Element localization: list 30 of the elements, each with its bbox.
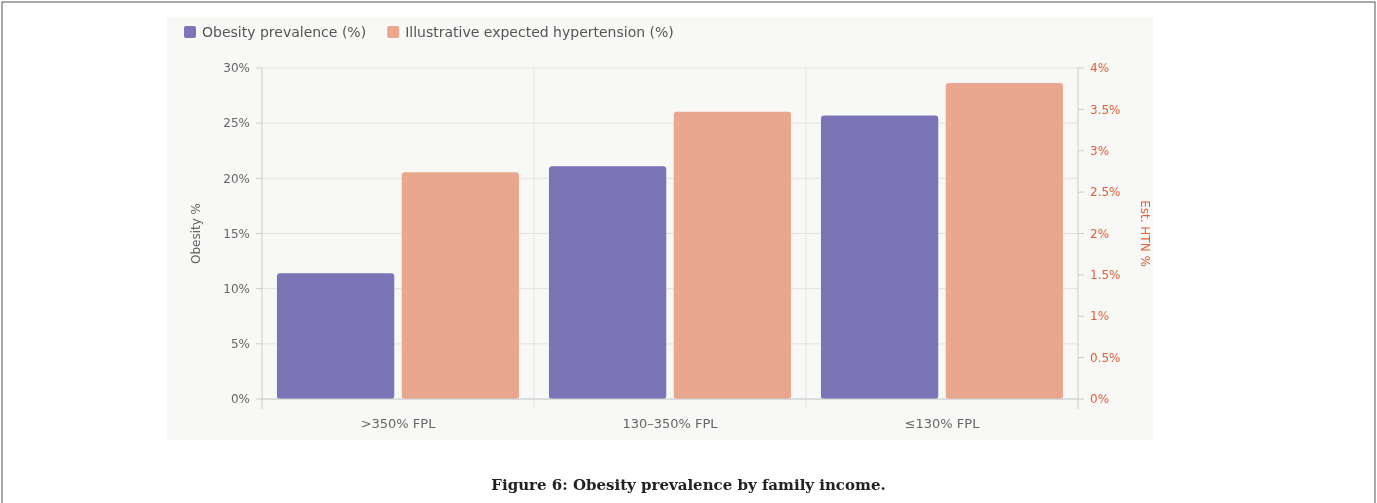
y-tick-label: 0% <box>230 392 250 407</box>
legend-label: Illustrative expected hypertension (%) <box>405 23 674 40</box>
y-axis-title: Obesity % <box>189 202 203 265</box>
x-tick-label: ≤130% FPL <box>904 416 981 431</box>
legend-label: Obesity prevalence (%) <box>202 23 367 40</box>
bar <box>401 172 520 399</box>
bar <box>673 111 792 399</box>
y2-tick-label: 3.5% <box>1090 102 1121 117</box>
y2-tick-label: 2% <box>1090 226 1110 241</box>
bar <box>820 115 939 399</box>
y2-tick-label: 0.5% <box>1090 350 1121 365</box>
caption: Figure 6: Obesity prevalence by family income. <box>491 476 886 494</box>
y2-axis-title: Est. HTN % <box>1138 200 1152 267</box>
bar <box>276 273 395 399</box>
y2-tick-label: 3% <box>1090 143 1110 158</box>
y-tick-label: 15% <box>223 226 250 241</box>
y2-tick-label: 1.5% <box>1090 268 1121 283</box>
y-tick-label: 20% <box>223 171 250 186</box>
y-tick-label: 5% <box>230 337 250 352</box>
y2-tick-label: 2.5% <box>1090 185 1121 200</box>
bar <box>548 166 667 399</box>
y-tick-label: 25% <box>223 116 250 131</box>
y2-tick-label: 4% <box>1090 61 1110 76</box>
x-tick-label: >350% FPL <box>360 416 437 431</box>
y-tick-label: 30% <box>223 61 250 76</box>
bar <box>945 82 1064 399</box>
y2-tick-label: 1% <box>1090 309 1110 324</box>
y-tick-label: 10% <box>223 281 250 296</box>
y2-tick-label: 0% <box>1090 392 1110 407</box>
x-tick-label: 130–350% FPL <box>622 416 719 431</box>
